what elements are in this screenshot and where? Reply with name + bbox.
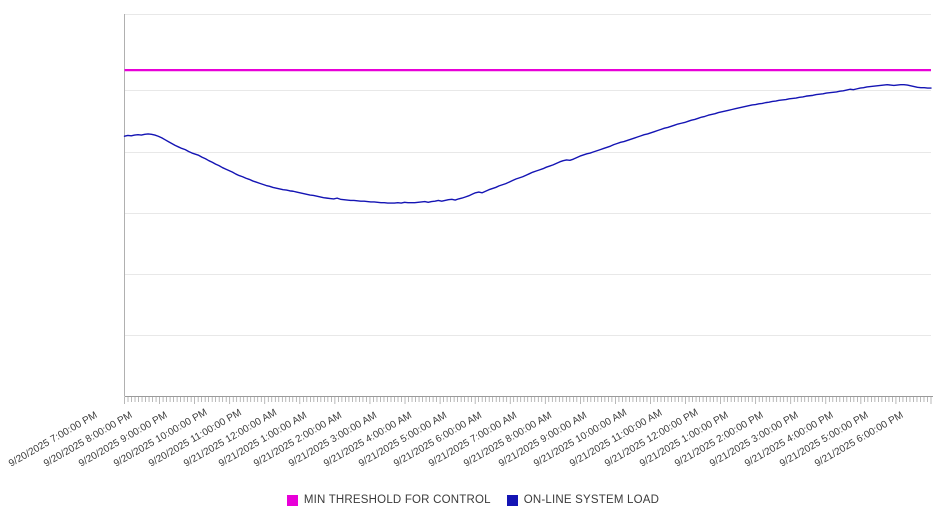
x-axis-label-group: 9/20/2025 7:00:00 PM 9/20/2025 8:00:00 PM… xyxy=(0,398,946,488)
legend-swatch-icon xyxy=(506,494,518,506)
legend-entry-min-threshold[interactable]: MIN THRESHOLD FOR CONTROL xyxy=(286,494,491,506)
gridlines xyxy=(124,14,931,336)
legend-label-min-threshold: MIN THRESHOLD FOR CONTROL xyxy=(303,494,491,506)
chart-legend: MIN THRESHOLD FOR CONTROL ON-LINE SYSTEM… xyxy=(0,494,946,506)
x-axis-ticks xyxy=(124,397,932,404)
online-system-load-line xyxy=(123,83,932,204)
legend-entry-online-system-load[interactable]: ON-LINE SYSTEM LOAD xyxy=(506,494,660,506)
legend-swatch-icon xyxy=(286,494,298,506)
legend-label-online-system-load: ON-LINE SYSTEM LOAD xyxy=(523,494,660,506)
